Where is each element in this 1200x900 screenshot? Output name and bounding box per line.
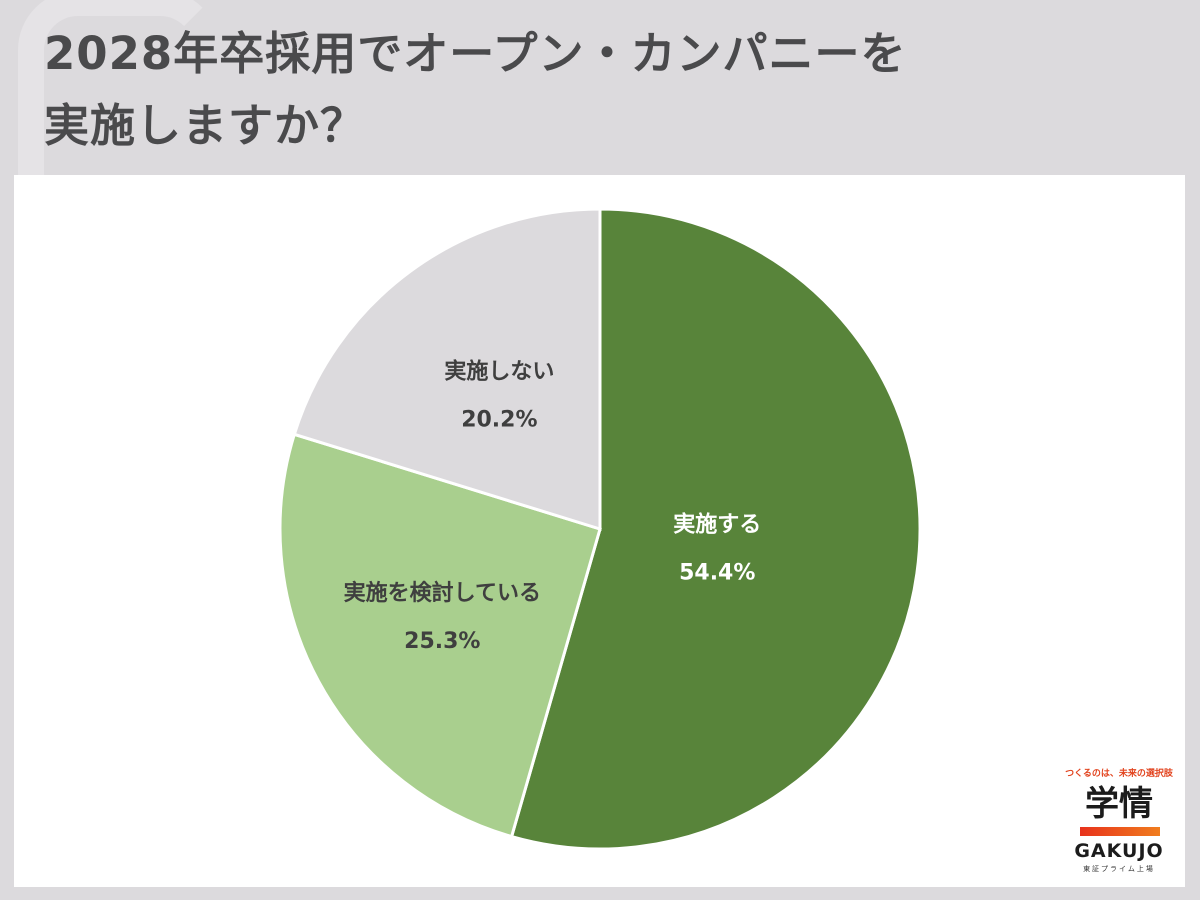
slice-value-1: 54.4%	[679, 561, 755, 586]
pie-chart: 実施する 54.4% 実施を検討している 25.3% 実施しない 20.2%	[278, 207, 922, 851]
slice-label-2: 実施を検討している	[344, 580, 541, 606]
slice-label-3: 実施しない	[444, 358, 554, 384]
logo-listed: 東証プライム上場	[1083, 865, 1155, 873]
slice-value-2: 25.3%	[404, 629, 480, 654]
logo-bar	[1080, 827, 1160, 836]
pie-slice-2	[278, 432, 602, 839]
title-line-2: 実施しますか？	[44, 99, 367, 152]
page-title: 2028年卒採用でオープン・カンパニーを 実施しますか？	[44, 18, 1144, 162]
title-line-1: 2028年卒採用でオープン・カンパニーを	[44, 27, 907, 80]
slice-label-1: 実施する	[673, 512, 761, 538]
gakujo-logo: つくるのは、未来の選択肢 学情 GAKUJO 東証プライム上場	[1063, 762, 1175, 882]
pie-slice-3	[292, 207, 602, 532]
pie-slice-1	[509, 207, 922, 851]
logo-name: GAKUJO	[1074, 840, 1164, 862]
logo-tagline: つくるのは、未来の選択肢	[1065, 769, 1173, 779]
logo-mark: 学情	[1085, 784, 1153, 824]
slice-value-3: 20.2%	[461, 407, 537, 432]
chart-panel: 実施する 54.4% 実施を検討している 25.3% 実施しない 20.2%	[14, 175, 1185, 887]
